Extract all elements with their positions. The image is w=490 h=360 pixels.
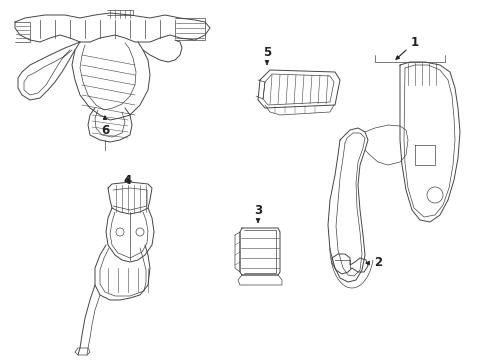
Text: 4: 4 bbox=[124, 174, 132, 186]
Text: 1: 1 bbox=[396, 36, 419, 59]
Text: 3: 3 bbox=[254, 203, 262, 222]
Text: 2: 2 bbox=[366, 256, 382, 270]
Text: 6: 6 bbox=[101, 116, 109, 136]
Text: 5: 5 bbox=[263, 45, 271, 64]
